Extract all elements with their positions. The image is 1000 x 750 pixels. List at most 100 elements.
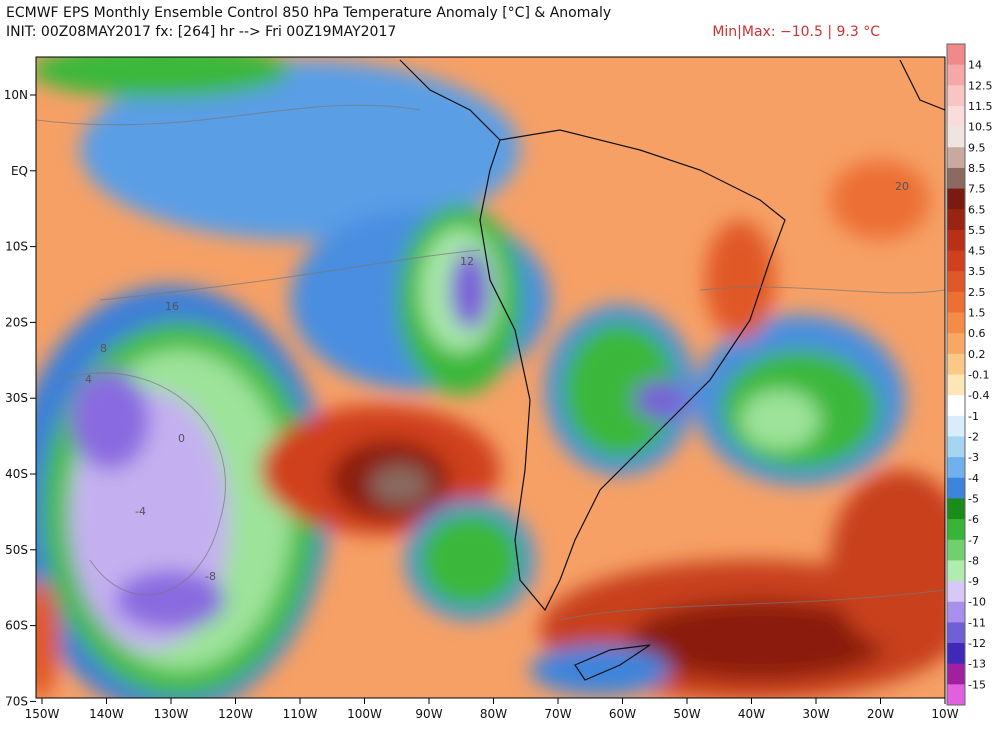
colorbar-label: -8 (968, 554, 979, 567)
coastlines (399, 59, 945, 681)
colorbar-segment (947, 498, 965, 520)
anomaly-blob (562, 322, 678, 458)
contour-line (36, 104, 421, 126)
anomaly-blob (370, 465, 430, 505)
colorbar-segment (947, 581, 965, 603)
colorbar-label: 7.5 (968, 183, 986, 196)
contour-label: -8 (205, 570, 216, 583)
lon-label: 150W (25, 707, 60, 721)
anomaly-blob (705, 220, 775, 340)
colorbar-segment (947, 105, 965, 128)
colorbar-label: 3.5 (968, 265, 986, 278)
anomaly-blob (830, 160, 930, 240)
south-america (399, 59, 786, 612)
lon-label: 110W (283, 707, 318, 721)
lon-label: 100W (347, 707, 382, 721)
lat-label: 10S (5, 240, 28, 254)
anomaly-blob (70, 370, 150, 470)
colorbar-label: 12.5 (968, 79, 993, 92)
contour-label: -4 (135, 505, 146, 518)
colorbar-segment (947, 560, 965, 582)
contour-line (559, 589, 945, 621)
colorbar-segment (947, 374, 965, 396)
lon-label: 130W (154, 707, 189, 721)
colorbar-label: -5 (968, 492, 979, 505)
lat-label: 10N (4, 88, 28, 102)
colorbar-label: 9.5 (968, 141, 986, 154)
colorbar-label: -9 (968, 575, 979, 588)
colorbar-segment (947, 64, 965, 86)
lon-label: 10W (931, 707, 958, 721)
contour-line (99, 249, 481, 301)
colorbar-segment (947, 353, 965, 375)
colorbar-label: 14 (968, 59, 982, 72)
colorbar-segment (947, 188, 965, 210)
colorbar-segment (947, 643, 965, 665)
lon-label: 90W (415, 707, 442, 721)
africa-coast (899, 59, 945, 111)
colorbar-segment (947, 44, 965, 66)
lat-label: 70S (5, 694, 28, 708)
colorbar-label: 0.6 (968, 327, 986, 340)
lat-label: 40S (5, 467, 28, 481)
colorbar-segment (947, 477, 965, 499)
lon-label: 70W (544, 707, 571, 721)
colorbar-segment (947, 415, 965, 437)
colorbar-label: -15 (968, 678, 986, 691)
anomaly-blob (740, 390, 820, 450)
antarctic-peninsula (574, 644, 651, 681)
colorbar-label: 4.5 (968, 245, 986, 258)
min-max: Min|Max: −10.5 | 9.3 °C (712, 24, 880, 40)
colorbar-label: -0.4 (968, 389, 989, 402)
lat-label: EQ (11, 164, 28, 178)
colorbar-segment (947, 601, 965, 623)
anomaly-blob (530, 645, 670, 695)
lat-label: 50S (5, 543, 28, 557)
lon-label: 20W (867, 707, 894, 721)
colorbar-label: 1.5 (968, 307, 986, 320)
anomaly-blob (36, 57, 290, 98)
anomaly-blob (115, 570, 225, 630)
lon-label: 60W (609, 707, 636, 721)
colorbar-segment (947, 333, 965, 355)
colorbar-label: 2.5 (968, 286, 986, 299)
contour-line (699, 286, 945, 294)
colorbar-segment (947, 291, 965, 314)
colorbar-frame (946, 43, 966, 706)
colorbar-segment (947, 312, 965, 334)
colorbar-label: -0.1 (968, 369, 989, 382)
colorbar-label: -2 (968, 430, 979, 443)
colorbar-label: -13 (968, 658, 986, 671)
subtitle: INIT: 00Z08MAY2017 fx: [264] hr --> Fri … (6, 24, 396, 40)
colorbar-segment (947, 684, 965, 706)
anomaly-blob (630, 600, 890, 680)
contour-label: 16 (165, 300, 179, 313)
colorbar-segment (947, 539, 965, 561)
colorbar-label: -7 (968, 534, 979, 547)
colorbar-segment (947, 147, 965, 169)
contour-label: 20 (895, 180, 909, 193)
contours (36, 104, 945, 621)
lon-label: 140W (89, 707, 124, 721)
lon-label: 80W (480, 707, 507, 721)
contour-label: 0 (178, 432, 185, 445)
anomaly-blob (418, 512, 522, 608)
colorbar-label: -4 (968, 472, 979, 485)
lat-label: 60S (5, 619, 28, 633)
contour-line (59, 372, 226, 596)
lon-label: 30W (802, 707, 829, 721)
colorbar-label: 8.5 (968, 162, 986, 175)
colorbar-label: 6.5 (968, 203, 986, 216)
anomaly-blob (80, 60, 520, 240)
colorbar-label: -6 (968, 513, 979, 526)
colorbar-label: 10.5 (968, 121, 993, 134)
anomaly-blob (36, 580, 60, 698)
contour-label: 12 (460, 255, 474, 268)
colorbar-label: -12 (968, 637, 986, 650)
colorbar-label: 11.5 (968, 100, 993, 113)
colorbar-segment (947, 229, 965, 252)
lat-label: 20S (5, 315, 28, 329)
title: ECMWF EPS Monthly Ensemble Control 850 h… (6, 5, 611, 21)
